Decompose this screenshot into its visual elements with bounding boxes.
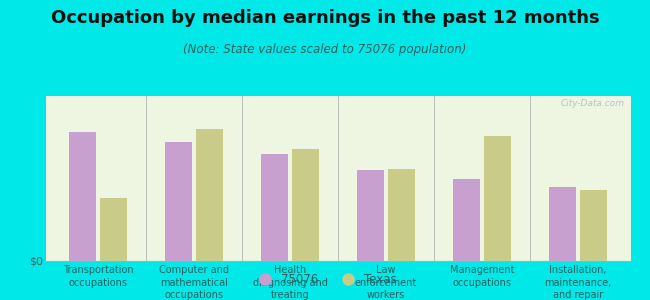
- Text: City-Data.com: City-Data.com: [561, 99, 625, 108]
- Bar: [261, 154, 288, 261]
- Bar: [484, 136, 511, 261]
- Bar: [358, 170, 384, 261]
- Bar: [70, 132, 96, 261]
- Legend: 75076, Texas: 75076, Texas: [248, 269, 402, 291]
- Bar: [165, 142, 192, 261]
- Bar: [453, 178, 480, 261]
- Text: Occupation by median earnings in the past 12 months: Occupation by median earnings in the pas…: [51, 9, 599, 27]
- Bar: [549, 187, 576, 261]
- Bar: [388, 169, 415, 261]
- Bar: [196, 129, 223, 261]
- Text: (Note: State values scaled to 75076 population): (Note: State values scaled to 75076 popu…: [183, 44, 467, 56]
- Bar: [580, 190, 606, 261]
- Bar: [100, 198, 127, 261]
- Bar: [292, 149, 318, 261]
